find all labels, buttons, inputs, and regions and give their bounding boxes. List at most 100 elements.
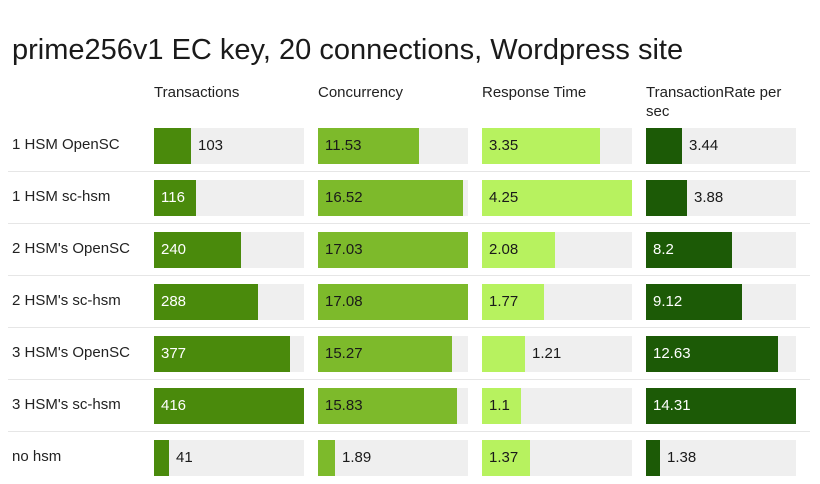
bar-track: 1.1: [482, 388, 632, 424]
column-header: Response Time: [482, 84, 587, 101]
row-divider: [8, 223, 810, 224]
column-header: Concurrency: [318, 84, 404, 101]
bar-track: 1.38: [646, 440, 796, 476]
bar-track: 12.63: [646, 336, 796, 372]
row-divider: [8, 431, 810, 432]
bar: [318, 232, 468, 268]
data-label: 9.12: [653, 293, 683, 310]
chart-row: 1 HSM sc-hsm 116 16.52 4.25 3.88: [0, 171, 810, 223]
data-label: 3.35: [489, 137, 519, 154]
bar-track: 1.21: [482, 336, 632, 372]
bar: [318, 180, 463, 216]
row-divider: [8, 171, 810, 172]
bar-track: 1.77: [482, 284, 632, 320]
category-label: 2 HSM's OpenSC: [12, 240, 130, 257]
bar: [318, 284, 468, 320]
bar: [482, 180, 632, 216]
chart-row: 2 HSM's sc-hsm 288 17.08 1.77 9.12: [0, 275, 810, 327]
data-label: 4.25: [489, 189, 519, 206]
bar: [154, 232, 241, 268]
data-label: 1.37: [489, 449, 519, 466]
category-label: 1 HSM OpenSC: [12, 136, 120, 153]
bar: [646, 232, 732, 268]
bar: [318, 388, 457, 424]
row-divider: [8, 275, 810, 276]
bar-track: 8.2: [646, 232, 796, 268]
bar: [154, 440, 169, 476]
bar: [482, 128, 600, 164]
row-divider: [8, 327, 810, 328]
data-label: 116: [161, 189, 185, 206]
bar-track: 288: [154, 284, 304, 320]
category-label: 2 HSM's sc-hsm: [12, 292, 121, 309]
bar: [646, 128, 682, 164]
bar: [318, 440, 335, 476]
bar: [482, 440, 530, 476]
data-label: 12.63: [653, 345, 691, 362]
bar-track: 3.35: [482, 128, 632, 164]
bar-track: 16.52: [318, 180, 468, 216]
data-label: 1.89: [342, 449, 372, 466]
bar-track: 240: [154, 232, 304, 268]
bar-track: 116: [154, 180, 304, 216]
bar: [154, 128, 191, 164]
bar-track: 2.08: [482, 232, 632, 268]
bar: [482, 388, 521, 424]
data-label: 1.38: [667, 449, 697, 466]
data-label: 3.44: [689, 137, 719, 154]
bar-track: 4.25: [482, 180, 632, 216]
data-label: 8.2: [653, 241, 674, 258]
row-divider: [8, 379, 810, 380]
data-label: 3.88: [694, 189, 724, 206]
chart-title: prime256v1 EC key, 20 connections, Wordp…: [12, 34, 684, 66]
bar-track: 3.44: [646, 128, 796, 164]
data-label: 1.21: [532, 345, 562, 362]
data-label: 11.53: [325, 137, 362, 154]
data-label: 416: [161, 397, 187, 414]
data-label: 16.52: [325, 189, 363, 206]
bar: [154, 388, 304, 424]
bar-track: 377: [154, 336, 304, 372]
bar: [646, 336, 778, 372]
bar-track: 41: [154, 440, 304, 476]
data-label: 17.03: [325, 241, 363, 258]
bar: [482, 284, 544, 320]
data-label: 15.83: [325, 397, 363, 414]
bar: [646, 388, 796, 424]
chart-row: 3 HSM's sc-hsm 416 15.83 1.1 14.31: [0, 379, 810, 431]
data-label: 1.77: [489, 293, 519, 310]
bar: [646, 440, 660, 476]
data-label: 377: [161, 345, 187, 362]
bar: [646, 284, 742, 320]
category-label: no hsm: [12, 448, 62, 465]
bar-track: 15.27: [318, 336, 468, 372]
category-label: 3 HSM's sc-hsm: [12, 396, 121, 413]
chart-row: 1 HSM OpenSC 103 11.53 3.35 3.44: [0, 119, 810, 171]
bar-track: 1.89: [318, 440, 468, 476]
bar: [154, 336, 290, 372]
chart-row: 2 HSM's OpenSC 240 17.03 2.08 8.2: [0, 223, 810, 275]
chart-row: no hsm 41 1.89 1.37 1.38: [0, 431, 810, 483]
data-label: 1.1: [489, 397, 510, 414]
bar: [482, 232, 555, 268]
bar: [646, 180, 687, 216]
data-label: 15.27: [325, 345, 363, 362]
bar-track: 17.03: [318, 232, 468, 268]
data-label: 288: [161, 293, 187, 310]
bar: [154, 284, 258, 320]
category-label: 3 HSM's OpenSC: [12, 344, 130, 361]
bar-track: 14.31: [646, 388, 796, 424]
bar: [154, 180, 196, 216]
data-label: 41: [176, 449, 193, 466]
bar-track: 11.53: [318, 128, 468, 164]
bar: [318, 128, 419, 164]
bar: [318, 336, 452, 372]
data-label: 240: [161, 241, 187, 258]
bar-track: 17.08: [318, 284, 468, 320]
data-label: 2.08: [489, 241, 519, 258]
chart-row: 3 HSM's OpenSC 377 15.27 1.21 12.63: [0, 327, 810, 379]
data-label: 14.31: [653, 397, 691, 414]
bar-track: 1.37: [482, 440, 632, 476]
bar-track: 9.12: [646, 284, 796, 320]
data-label: 17.08: [325, 293, 363, 310]
